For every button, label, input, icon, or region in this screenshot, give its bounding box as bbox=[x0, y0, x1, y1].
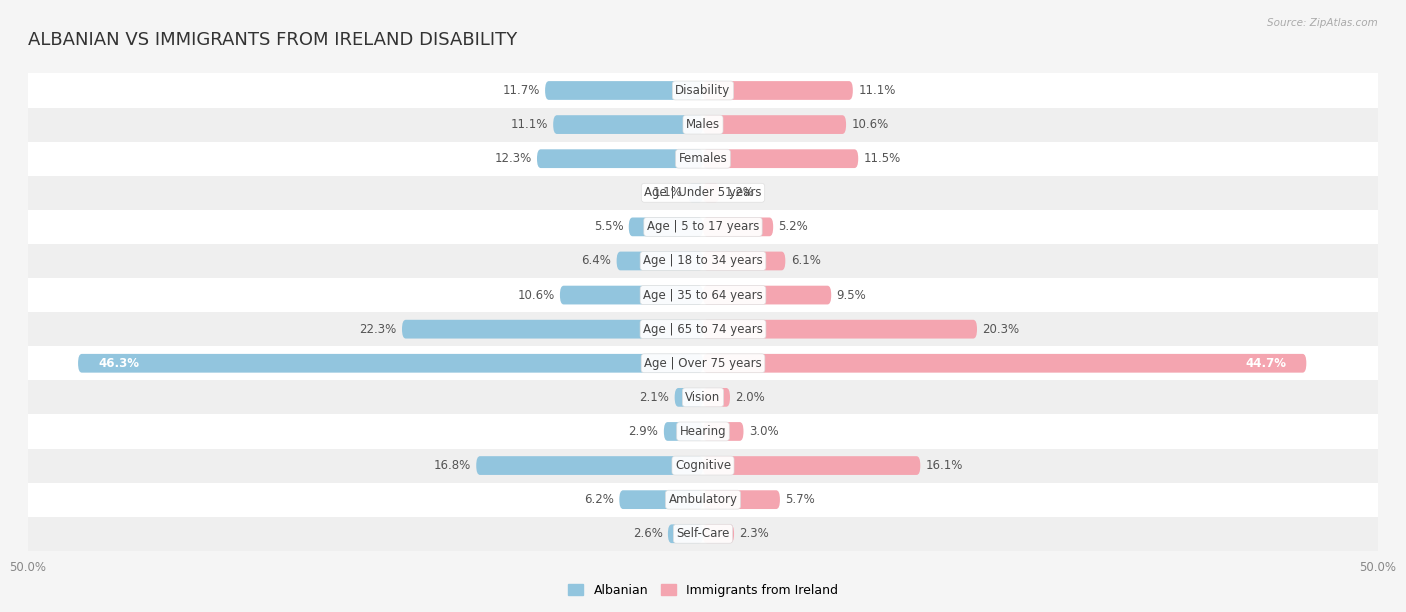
Text: Hearing: Hearing bbox=[679, 425, 727, 438]
Text: Ambulatory: Ambulatory bbox=[668, 493, 738, 506]
Text: Females: Females bbox=[679, 152, 727, 165]
FancyBboxPatch shape bbox=[703, 217, 773, 236]
Bar bbox=[28, 73, 1378, 108]
Text: Males: Males bbox=[686, 118, 720, 131]
Text: 5.5%: 5.5% bbox=[593, 220, 623, 233]
Bar bbox=[28, 312, 1378, 346]
FancyBboxPatch shape bbox=[703, 149, 858, 168]
Text: 1.2%: 1.2% bbox=[724, 186, 755, 200]
Text: Source: ZipAtlas.com: Source: ZipAtlas.com bbox=[1267, 18, 1378, 28]
Text: 10.6%: 10.6% bbox=[852, 118, 889, 131]
Bar bbox=[28, 449, 1378, 483]
FancyBboxPatch shape bbox=[619, 490, 703, 509]
Text: 2.0%: 2.0% bbox=[735, 391, 765, 404]
FancyBboxPatch shape bbox=[703, 286, 831, 304]
Bar bbox=[28, 210, 1378, 244]
FancyBboxPatch shape bbox=[703, 456, 921, 475]
Text: 46.3%: 46.3% bbox=[98, 357, 139, 370]
Text: Vision: Vision bbox=[685, 391, 721, 404]
FancyBboxPatch shape bbox=[688, 184, 703, 202]
Text: Age | 18 to 34 years: Age | 18 to 34 years bbox=[643, 255, 763, 267]
FancyBboxPatch shape bbox=[537, 149, 703, 168]
Text: 2.9%: 2.9% bbox=[628, 425, 658, 438]
Text: Disability: Disability bbox=[675, 84, 731, 97]
Text: 16.8%: 16.8% bbox=[433, 459, 471, 472]
FancyBboxPatch shape bbox=[703, 524, 734, 543]
Text: 11.7%: 11.7% bbox=[502, 84, 540, 97]
Text: Age | 65 to 74 years: Age | 65 to 74 years bbox=[643, 323, 763, 335]
Text: 1.1%: 1.1% bbox=[652, 186, 683, 200]
Text: 6.1%: 6.1% bbox=[790, 255, 821, 267]
FancyBboxPatch shape bbox=[546, 81, 703, 100]
FancyBboxPatch shape bbox=[560, 286, 703, 304]
FancyBboxPatch shape bbox=[703, 81, 853, 100]
Text: 6.2%: 6.2% bbox=[583, 493, 614, 506]
Bar bbox=[28, 278, 1378, 312]
Text: Age | 5 to 17 years: Age | 5 to 17 years bbox=[647, 220, 759, 233]
Text: Cognitive: Cognitive bbox=[675, 459, 731, 472]
FancyBboxPatch shape bbox=[402, 320, 703, 338]
Text: 5.2%: 5.2% bbox=[779, 220, 808, 233]
FancyBboxPatch shape bbox=[703, 115, 846, 134]
Text: 5.7%: 5.7% bbox=[786, 493, 815, 506]
Bar bbox=[28, 108, 1378, 141]
FancyBboxPatch shape bbox=[703, 490, 780, 509]
Text: 44.7%: 44.7% bbox=[1246, 357, 1286, 370]
FancyBboxPatch shape bbox=[703, 184, 720, 202]
FancyBboxPatch shape bbox=[553, 115, 703, 134]
Bar bbox=[28, 414, 1378, 449]
FancyBboxPatch shape bbox=[703, 252, 786, 271]
Text: 11.5%: 11.5% bbox=[863, 152, 901, 165]
Text: 12.3%: 12.3% bbox=[495, 152, 531, 165]
Text: Age | Over 75 years: Age | Over 75 years bbox=[644, 357, 762, 370]
Text: Age | 35 to 64 years: Age | 35 to 64 years bbox=[643, 289, 763, 302]
FancyBboxPatch shape bbox=[703, 422, 744, 441]
FancyBboxPatch shape bbox=[664, 422, 703, 441]
Text: 9.5%: 9.5% bbox=[837, 289, 866, 302]
FancyBboxPatch shape bbox=[703, 320, 977, 338]
Bar bbox=[28, 380, 1378, 414]
FancyBboxPatch shape bbox=[668, 524, 703, 543]
Bar bbox=[28, 517, 1378, 551]
Text: 22.3%: 22.3% bbox=[360, 323, 396, 335]
FancyBboxPatch shape bbox=[617, 252, 703, 271]
Bar bbox=[28, 141, 1378, 176]
FancyBboxPatch shape bbox=[675, 388, 703, 407]
Legend: Albanian, Immigrants from Ireland: Albanian, Immigrants from Ireland bbox=[564, 579, 842, 602]
FancyBboxPatch shape bbox=[703, 354, 1306, 373]
Text: Self-Care: Self-Care bbox=[676, 528, 730, 540]
Bar bbox=[28, 244, 1378, 278]
Text: 2.6%: 2.6% bbox=[633, 528, 662, 540]
Text: 20.3%: 20.3% bbox=[983, 323, 1019, 335]
FancyBboxPatch shape bbox=[703, 388, 730, 407]
Text: 10.6%: 10.6% bbox=[517, 289, 554, 302]
Bar bbox=[28, 483, 1378, 517]
Text: 6.4%: 6.4% bbox=[581, 255, 612, 267]
FancyBboxPatch shape bbox=[628, 217, 703, 236]
Text: 11.1%: 11.1% bbox=[858, 84, 896, 97]
Bar bbox=[28, 346, 1378, 380]
Text: Age | Under 5 years: Age | Under 5 years bbox=[644, 186, 762, 200]
Text: 2.3%: 2.3% bbox=[740, 528, 769, 540]
Text: 3.0%: 3.0% bbox=[749, 425, 779, 438]
Text: 2.1%: 2.1% bbox=[640, 391, 669, 404]
Text: 11.1%: 11.1% bbox=[510, 118, 548, 131]
FancyBboxPatch shape bbox=[477, 456, 703, 475]
Text: ALBANIAN VS IMMIGRANTS FROM IRELAND DISABILITY: ALBANIAN VS IMMIGRANTS FROM IRELAND DISA… bbox=[28, 31, 517, 48]
FancyBboxPatch shape bbox=[79, 354, 703, 373]
Text: 16.1%: 16.1% bbox=[925, 459, 963, 472]
Bar bbox=[28, 176, 1378, 210]
